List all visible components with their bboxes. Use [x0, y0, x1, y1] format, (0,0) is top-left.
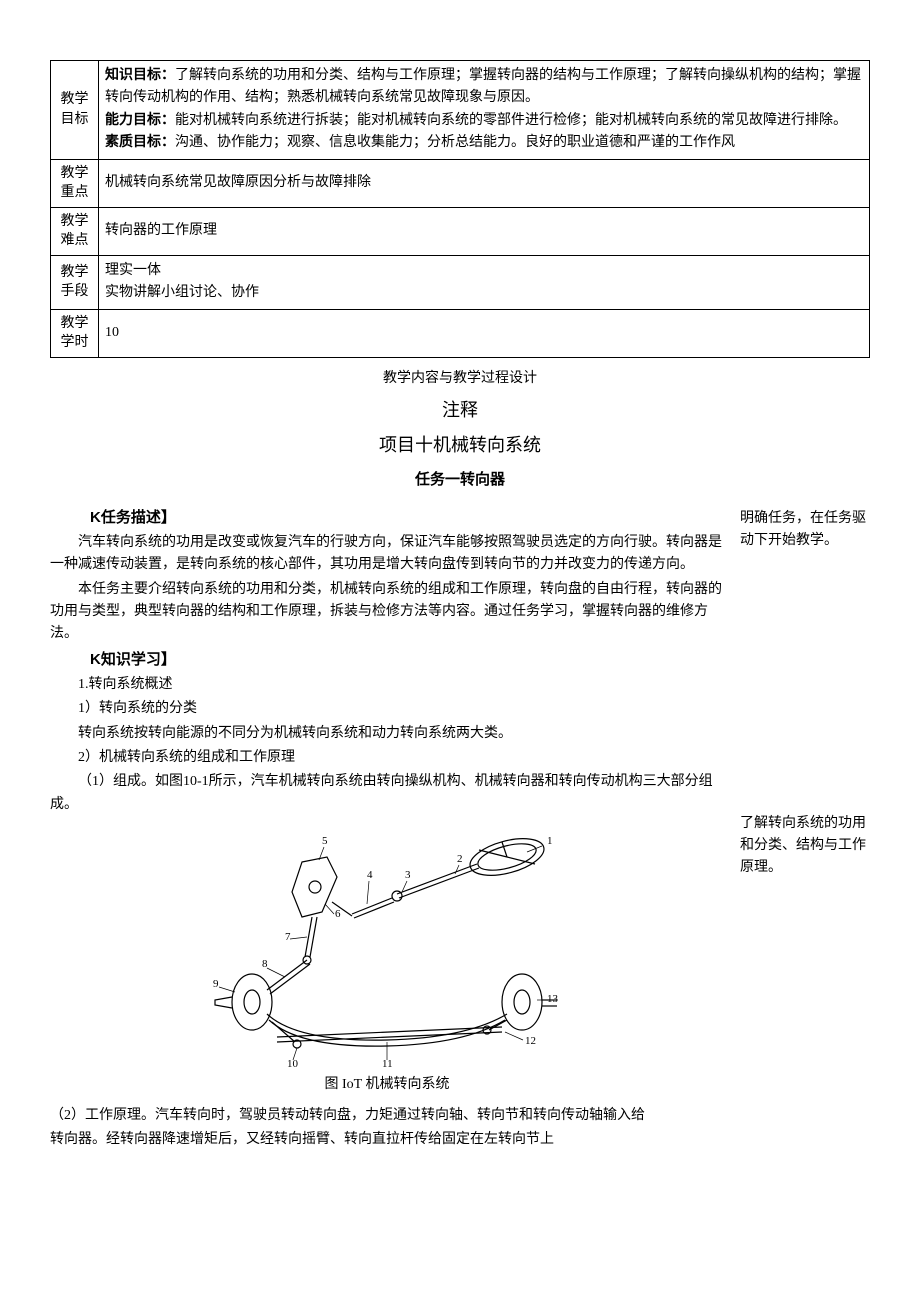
meta-label-goal: 教学 目标: [51, 61, 99, 160]
svg-text:12: 12: [525, 1035, 536, 1047]
svg-text:2: 2: [457, 853, 463, 865]
project-title: 项目十机械转向系统: [50, 431, 870, 460]
task-desc-heading: KK任务描述】任务描述】: [90, 506, 724, 530]
content-wrapper: KK任务描述】任务描述】 汽车转向系统的功用是改变或恢复汽车的行驶方向，保证汽车…: [50, 506, 870, 1103]
item-1-1-text: 转向系统按转向能源的不同分为机械转向系统和动力转向系统两大类。: [78, 723, 724, 745]
meta-label-focus: 教学 重点: [51, 159, 99, 207]
meta-label-hours: 教学 学时: [51, 309, 99, 357]
knowledge-heading: K知识学习】: [90, 648, 724, 672]
meta-table: 教学 目标 知识目标：了解转向系统的功用和分类、结构与工作原理；掌握转向器的结构…: [50, 60, 870, 358]
svg-text:6: 6: [335, 908, 341, 920]
svg-text:1: 1: [547, 835, 553, 847]
meta-label-hard: 教学 难点: [51, 207, 99, 255]
bottom-p1: （2）工作原理。汽车转向时，驾驶员转动转向盘，力矩通过转向轴、转向节和转向传动轴…: [50, 1105, 870, 1127]
item-1: 1.转向系统概述: [78, 674, 724, 696]
meta-content-hard: 转向器的工作原理: [99, 207, 870, 255]
task-title: 任务一转向器: [50, 468, 870, 492]
side-note-1: 明确任务，在任务驱动下开始教学。: [740, 508, 870, 553]
svg-text:13: 13: [547, 993, 559, 1005]
steering-diagram-icon: 1 2 3 4 5 6 7 8 9 10 11 12 13: [207, 822, 567, 1072]
meta-content-focus: 机械转向系统常见故障原因分析与故障排除: [99, 159, 870, 207]
side-note-2: 了解转向系统的功用和分类、结构与工作原理。: [740, 813, 870, 880]
svg-text:4: 4: [367, 869, 373, 881]
svg-text:3: 3: [405, 869, 411, 881]
svg-text:7: 7: [285, 931, 291, 943]
meta-content-method: 理实一体 实物讲解小组讨论、协作: [99, 255, 870, 309]
process-design-header: 教学内容与教学过程设计: [50, 368, 870, 390]
meta-content-goal: 知识目标：了解转向系统的功用和分类、结构与工作原理；掌握转向器的结构与工作原理；…: [99, 61, 870, 160]
item-1-1: 1）转向系统的分类: [78, 698, 724, 720]
svg-text:9: 9: [213, 978, 219, 990]
figure-caption: 图 IoT 机械转向系统: [50, 1074, 724, 1096]
annotation-header: 注释: [50, 396, 870, 425]
meta-label-method: 教学 手段: [51, 255, 99, 309]
side-column: 明确任务，在任务驱动下开始教学。 了解转向系统的功用和分类、结构与工作原理。: [740, 506, 870, 1103]
task-desc-p1: 汽车转向系统的功用是改变或恢复汽车的行驶方向，保证汽车能够按照驾驶员选定的方向行…: [50, 532, 724, 577]
task-desc-p2: 本任务主要介绍转向系统的功用和分类，机械转向系统的组成和工作原理，转向盘的自由行…: [50, 579, 724, 646]
main-column: KK任务描述】任务描述】 汽车转向系统的功用是改变或恢复汽车的行驶方向，保证汽车…: [50, 506, 724, 1103]
item-1-2: 2）机械转向系统的组成和工作原理: [78, 747, 724, 769]
meta-content-hours: 10: [99, 309, 870, 357]
bottom-p2: 转向器。经转向器降速增矩后，又经转向摇臂、转向直拉杆传给固定在左转向节上: [50, 1129, 870, 1151]
item-1-2-a: （1）组成。如图10-1所示，汽车机械转向系统由转向操纵机构、机械转向器和转向传…: [50, 771, 724, 816]
svg-text:5: 5: [322, 835, 328, 847]
steering-figure: 1 2 3 4 5 6 7 8 9 10 11 12 13 图 IoT 机械转向…: [50, 822, 724, 1096]
